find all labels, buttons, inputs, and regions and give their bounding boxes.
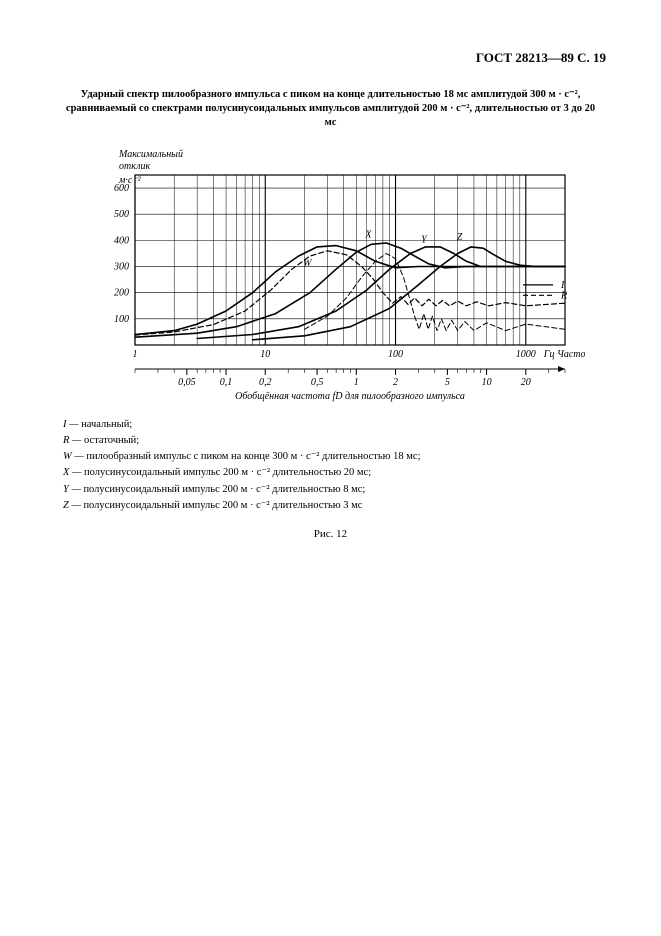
svg-text:0,2: 0,2 bbox=[259, 377, 272, 388]
svg-text:2: 2 bbox=[393, 377, 398, 388]
svg-text:300: 300 bbox=[113, 261, 129, 272]
svg-text:отклик: отклик bbox=[119, 161, 150, 172]
svg-text:0,1: 0,1 bbox=[220, 377, 233, 388]
svg-text:Z: Z bbox=[457, 232, 463, 243]
svg-text:X: X bbox=[364, 229, 372, 240]
svg-text:100: 100 bbox=[388, 349, 403, 360]
svg-text:400: 400 bbox=[114, 235, 129, 246]
svg-text:м·с⁻²: м·с⁻² bbox=[118, 175, 142, 186]
svg-text:W: W bbox=[303, 258, 313, 269]
svg-text:Гц Частота для D=0,011с: Гц Частота для D=0,011с bbox=[543, 349, 585, 360]
svg-text:I: I bbox=[560, 279, 565, 290]
legend-block: I — начальный; R — остаточный; W — пилоо… bbox=[63, 417, 606, 515]
svg-text:R: R bbox=[560, 290, 567, 301]
svg-text:1000: 1000 bbox=[516, 349, 536, 360]
svg-text:1: 1 bbox=[133, 349, 138, 360]
svg-text:1: 1 bbox=[354, 377, 359, 388]
legend-Z: Z — полусинусоидальный импульс 200 м · с… bbox=[63, 498, 606, 514]
svg-text:500: 500 bbox=[114, 209, 129, 220]
svg-text:20: 20 bbox=[521, 377, 531, 388]
legend-X: X — полусинусоидальный импульс 200 м · с… bbox=[63, 465, 606, 481]
legend-I: I — начальный; bbox=[63, 417, 606, 433]
svg-text:200: 200 bbox=[114, 287, 129, 298]
svg-text:Максимальный: Максимальный bbox=[118, 149, 183, 160]
svg-text:Обобщённая частота fD для пило: Обобщённая частота fD для пилообразного … bbox=[235, 391, 465, 402]
svg-text:10: 10 bbox=[482, 377, 492, 388]
legend-W: W — пилообразный импульс с пиком на конц… bbox=[63, 449, 606, 465]
svg-text:0,05: 0,05 bbox=[178, 377, 196, 388]
svg-text:5: 5 bbox=[445, 377, 450, 388]
legend-R: R — остаточный; bbox=[63, 433, 606, 449]
page-header: ГОСТ 28213—89 С. 19 bbox=[55, 50, 606, 66]
figure-number: Рис. 12 bbox=[55, 528, 606, 540]
figure-caption: Ударный спектр пилообразного импульса с … bbox=[65, 88, 596, 131]
shock-spectrum-chart: 100200300400500600Максимальныйоткликм·с⁻… bbox=[65, 145, 606, 403]
svg-text:100: 100 bbox=[114, 313, 129, 324]
svg-text:10: 10 bbox=[260, 349, 270, 360]
legend-Y: Y — полусинусоидальный импульс 200 м · с… bbox=[63, 482, 606, 498]
svg-text:0,5: 0,5 bbox=[311, 377, 324, 388]
